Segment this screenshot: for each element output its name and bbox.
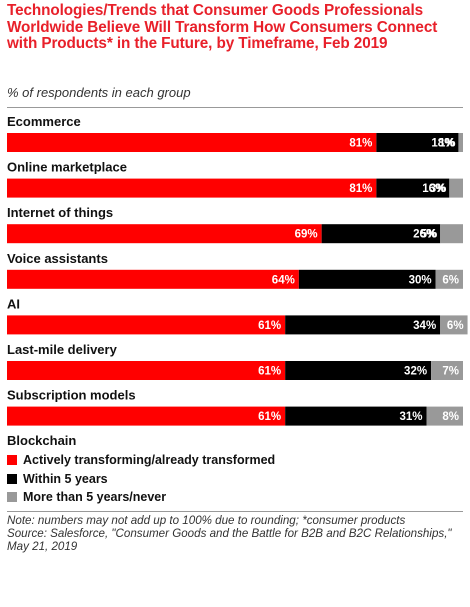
bar-voice-assistants-within-5-years xyxy=(298,269,436,289)
legend-label-within-5-years: Within 5 years xyxy=(23,471,108,486)
category-label-subscription-models: Subscription models xyxy=(7,388,136,403)
bar-ecommerce-within-5-years xyxy=(376,133,459,152)
bottom-divider xyxy=(7,511,463,512)
value-label-last-mile-delivery-actively: 61% xyxy=(258,366,281,378)
bar-subscription-models-within-5-years xyxy=(285,406,427,426)
bar-internet-of-things-within-5-years xyxy=(321,224,441,244)
value-label-online-marketplace-actively: 81% xyxy=(349,183,372,195)
bar-subscription-models-actively xyxy=(7,406,286,426)
legend-item-actively: Actively transforming/already transforme… xyxy=(7,451,275,470)
legend-label-actively: Actively transforming/already transforme… xyxy=(23,453,276,468)
category-label-voice-assistants: Voice assistants xyxy=(7,251,108,266)
legend-swatch-within-5-years xyxy=(7,473,17,484)
bar-online-marketplace-within-5-years xyxy=(376,178,450,198)
category-label-blockchain: Blockchain xyxy=(7,433,76,448)
value-label-voice-assistants-actively: 64% xyxy=(272,274,295,286)
bar-last-mile-delivery-within-5-years xyxy=(285,361,432,380)
bar-voice-assistants-actively xyxy=(7,269,299,289)
bar-internet-of-things-more-than-5-years xyxy=(440,224,463,244)
bar-online-marketplace-actively xyxy=(7,178,377,198)
category-label-internet-of-things: Internet of things xyxy=(7,205,113,220)
bar-ai-within-5-years xyxy=(285,315,441,335)
value-label-ecommerce-more-than-5-years: 1% xyxy=(439,138,456,150)
bar-ai-more-than-5-years xyxy=(440,315,468,335)
category-label-ai: AI xyxy=(7,296,20,311)
bar-ai-actively xyxy=(7,315,286,335)
value-label-ai-within-5-years: 34% xyxy=(413,320,436,332)
bar-internet-of-things-actively xyxy=(7,224,322,244)
value-label-last-mile-delivery-within-5-years: 32% xyxy=(404,366,427,378)
value-label-internet-of-things-actively: 69% xyxy=(295,229,318,241)
legend-item-within-5-years: Within 5 years xyxy=(7,470,275,489)
category-label-online-marketplace: Online marketplace xyxy=(7,160,127,175)
value-label-voice-assistants-more-than-5-years: 6% xyxy=(442,274,459,286)
value-label-online-marketplace-more-than-5-years: 3% xyxy=(430,183,447,195)
chart-note: Note: numbers may not add up to 100% due… xyxy=(7,514,406,527)
legend-swatch-more-than-5-years xyxy=(7,492,17,503)
value-label-ecommerce-actively: 81% xyxy=(349,138,372,150)
value-label-subscription-models-more-than-5-years: 8% xyxy=(442,411,459,423)
value-label-ai-more-than-5-years: 6% xyxy=(447,320,464,332)
chart-source: Source: Salesforce, "Consumer Goods and … xyxy=(7,527,452,554)
value-label-internet-of-things-more-than-5-years: 5% xyxy=(421,229,438,241)
value-label-ai-actively: 61% xyxy=(258,320,281,332)
footnotes: Note: numbers may not add up to 100% due… xyxy=(7,514,463,554)
bar-ecommerce-more-than-5-years xyxy=(458,133,463,152)
category-label-ecommerce: Ecommerce xyxy=(7,114,81,129)
value-label-subscription-models-actively: 61% xyxy=(258,411,281,423)
bar-voice-assistants-more-than-5-years xyxy=(435,269,463,289)
bar-last-mile-delivery-actively xyxy=(7,361,286,380)
legend-item-more-than-5-years: More than 5 years/never xyxy=(7,488,275,507)
chart-title: Technologies/Trends that Consumer Goods … xyxy=(7,2,438,52)
value-label-internet-of-things-within-5-years: 26% xyxy=(413,229,436,241)
value-label-online-marketplace-within-5-years: 16% xyxy=(422,183,445,195)
stacked-bar-chart: Ecommerce 81% 18%1% Online marketplace 81% 16… xyxy=(7,114,468,448)
legend-swatch-actively xyxy=(7,455,17,466)
chart-legend: Actively transforming/already transforme… xyxy=(7,451,275,507)
value-label-ecommerce-within-5-years: 18% xyxy=(431,138,454,150)
bar-online-marketplace-more-than-5-years xyxy=(449,178,463,198)
bar-subscription-models-more-than-5-years xyxy=(426,406,463,426)
chart-subtitle: % of respondents in each group xyxy=(7,85,191,100)
bar-last-mile-delivery-more-than-5-years xyxy=(431,361,463,380)
legend-label-more-than-5-years: More than 5 years/never xyxy=(23,490,167,505)
value-label-voice-assistants-within-5-years: 30% xyxy=(409,274,432,286)
category-label-last-mile-delivery: Last-mile delivery xyxy=(7,342,118,357)
value-label-last-mile-delivery-more-than-5-years: 7% xyxy=(442,366,459,378)
top-divider xyxy=(7,107,463,108)
bar-ecommerce-actively xyxy=(7,133,377,152)
value-label-subscription-models-within-5-years: 31% xyxy=(399,411,422,423)
